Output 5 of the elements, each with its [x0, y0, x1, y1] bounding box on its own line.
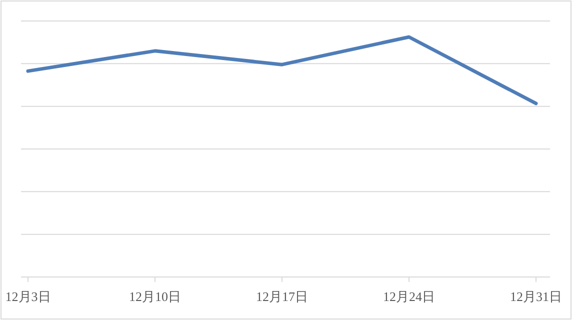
x-tick-label: 12月3日 [5, 289, 51, 304]
x-tick-label: 12月17日 [256, 289, 308, 304]
x-tick-label: 12月31日 [510, 289, 562, 304]
x-tick-label: 12月24日 [383, 289, 435, 304]
x-tick-label: 12月10日 [129, 289, 181, 304]
